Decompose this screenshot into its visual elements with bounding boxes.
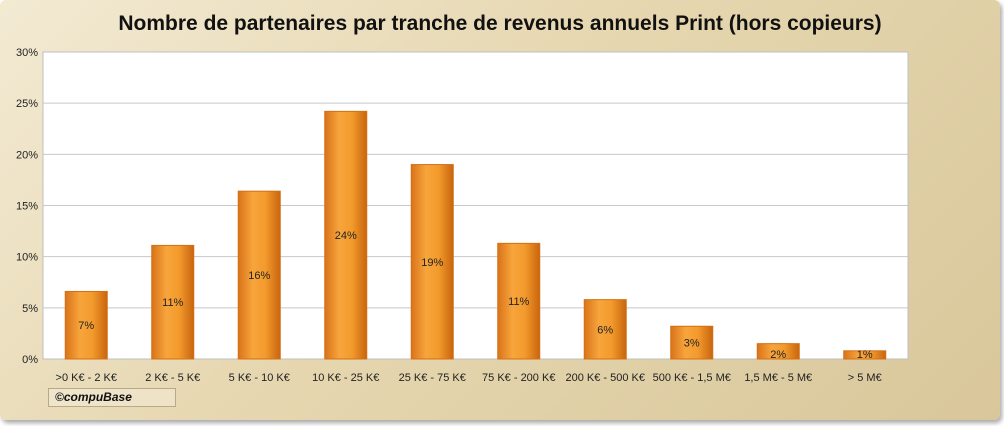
x-tick-label: 25 K€ - 75 K€ — [399, 372, 466, 384]
data-label: 16% — [248, 270, 270, 282]
data-label: 11% — [162, 297, 183, 309]
bar — [670, 325, 714, 360]
bar — [843, 350, 887, 360]
y-tick-label: 25% — [16, 98, 38, 110]
bar — [237, 190, 281, 360]
data-label: 2% — [770, 349, 786, 361]
data-label: 1% — [857, 349, 873, 361]
x-tick-label: 10 K€ - 25 K€ — [312, 372, 379, 384]
bar — [756, 343, 800, 360]
x-tick-label: 5 K€ - 10 K€ — [229, 372, 290, 384]
bar — [410, 164, 454, 360]
bar — [324, 110, 368, 360]
data-label: 24% — [335, 230, 357, 242]
y-tick-label: 5% — [22, 303, 38, 315]
x-tick-label: 1,5 M€ - 5 M€ — [744, 372, 812, 384]
x-tick-label: 75 K€ - 200 K€ — [482, 372, 555, 384]
y-tick-label: 30% — [16, 47, 38, 59]
x-tick-label: >0 K€ - 2 K€ — [56, 372, 117, 384]
copyright-label: ©compuBase — [48, 388, 176, 407]
data-label: 3% — [684, 338, 700, 350]
data-label: 7% — [78, 320, 94, 332]
data-label: 11% — [508, 296, 529, 308]
bar — [583, 299, 627, 360]
y-tick-label: 20% — [16, 149, 38, 161]
x-tick-label: 2 K€ - 5 K€ — [145, 372, 200, 384]
data-label: 6% — [597, 324, 613, 336]
y-tick-label: 10% — [16, 252, 38, 264]
x-tick-label: > 5 M€ — [848, 372, 882, 384]
x-tick-label: 200 K€ - 500 K€ — [565, 372, 645, 384]
bar — [151, 244, 195, 360]
chart-title: Nombre de partenaires par tranche de rev… — [118, 12, 882, 35]
y-tick-label: 15% — [16, 201, 38, 213]
data-label: 19% — [421, 257, 443, 269]
bar — [497, 242, 541, 360]
y-tick-label: 0% — [22, 354, 38, 366]
x-tick-label: 500 K€ - 1,5 M€ — [653, 372, 731, 384]
bar — [64, 290, 108, 360]
